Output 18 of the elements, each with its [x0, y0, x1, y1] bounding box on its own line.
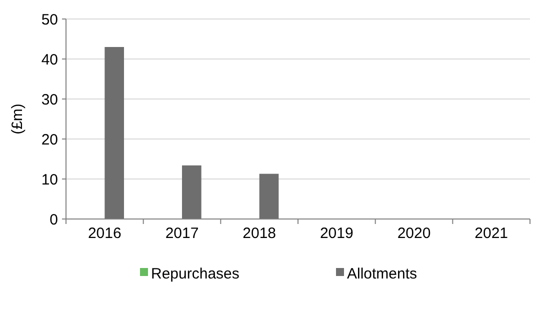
- x-tick-label: 2016: [88, 225, 122, 242]
- bar: [259, 174, 279, 219]
- legend-label: Allotments: [347, 265, 418, 282]
- x-tick-label: 2018: [242, 225, 276, 242]
- bar: [182, 165, 202, 219]
- y-axis-title: (£m): [9, 104, 26, 134]
- y-tick-label: 40: [41, 51, 58, 68]
- x-tick-label: 2021: [474, 225, 508, 242]
- y-tick-label: 10: [41, 171, 58, 188]
- x-tick-label: 2020: [397, 225, 431, 242]
- y-tick-label: 20: [41, 131, 58, 148]
- y-tick-label: 30: [41, 91, 58, 108]
- y-tick-label: 0: [50, 211, 58, 228]
- y-tick-label: 50: [41, 11, 58, 28]
- bar: [104, 47, 124, 219]
- legend-label: Repurchases: [151, 265, 240, 282]
- x-tick-label: 2019: [320, 225, 354, 242]
- x-tick-label: 2017: [165, 225, 199, 242]
